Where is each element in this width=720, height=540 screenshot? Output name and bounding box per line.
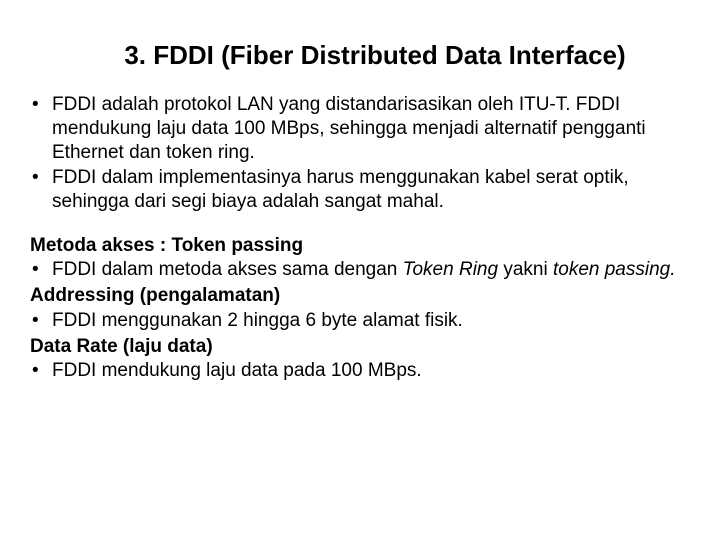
intro-bullet-1: • FDDI adalah protokol LAN yang distanda… — [30, 93, 690, 164]
addressing-bullet: • FDDI menggunakan 2 hingga 6 byte alama… — [30, 309, 690, 333]
metoda-akses-bullet: • FDDI dalam metoda akses sama dengan To… — [30, 258, 690, 282]
bullet-icon: • — [30, 166, 52, 214]
metoda-akses-text: FDDI dalam metoda akses sama dengan Toke… — [52, 258, 690, 282]
datarate-bullet: • FDDI mendukung laju data pada 100 MBps… — [30, 359, 690, 383]
intro-bullet-2: • FDDI dalam implementasinya harus mengg… — [30, 166, 690, 214]
text-italic: Token Ring — [403, 259, 498, 280]
intro-section: • FDDI adalah protokol LAN yang distanda… — [30, 93, 690, 214]
bullet-icon: • — [30, 258, 52, 282]
bullet-icon: • — [30, 309, 52, 333]
bullet-icon: • — [30, 359, 52, 383]
intro-text-1: FDDI adalah protokol LAN yang distandari… — [52, 93, 690, 164]
addressing-label: Addressing (pengalamatan) — [30, 284, 690, 309]
metoda-akses-label: Metoda akses : Token passing — [30, 234, 690, 259]
datarate-label: Data Rate (laju data) — [30, 335, 690, 360]
text-part: yakni — [498, 259, 553, 280]
bullet-icon: • — [30, 93, 52, 164]
addressing-text: FDDI menggunakan 2 hingga 6 byte alamat … — [52, 309, 690, 333]
details-section: Metoda akses : Token passing • FDDI dala… — [30, 234, 690, 383]
slide-title: 3. FDDI (Fiber Distributed Data Interfac… — [30, 40, 690, 71]
intro-text-2: FDDI dalam implementasinya harus menggun… — [52, 166, 690, 214]
text-italic: token passing. — [553, 259, 676, 280]
text-part: FDDI dalam metoda akses sama dengan — [52, 259, 403, 280]
datarate-text: FDDI mendukung laju data pada 100 MBps. — [52, 359, 690, 383]
